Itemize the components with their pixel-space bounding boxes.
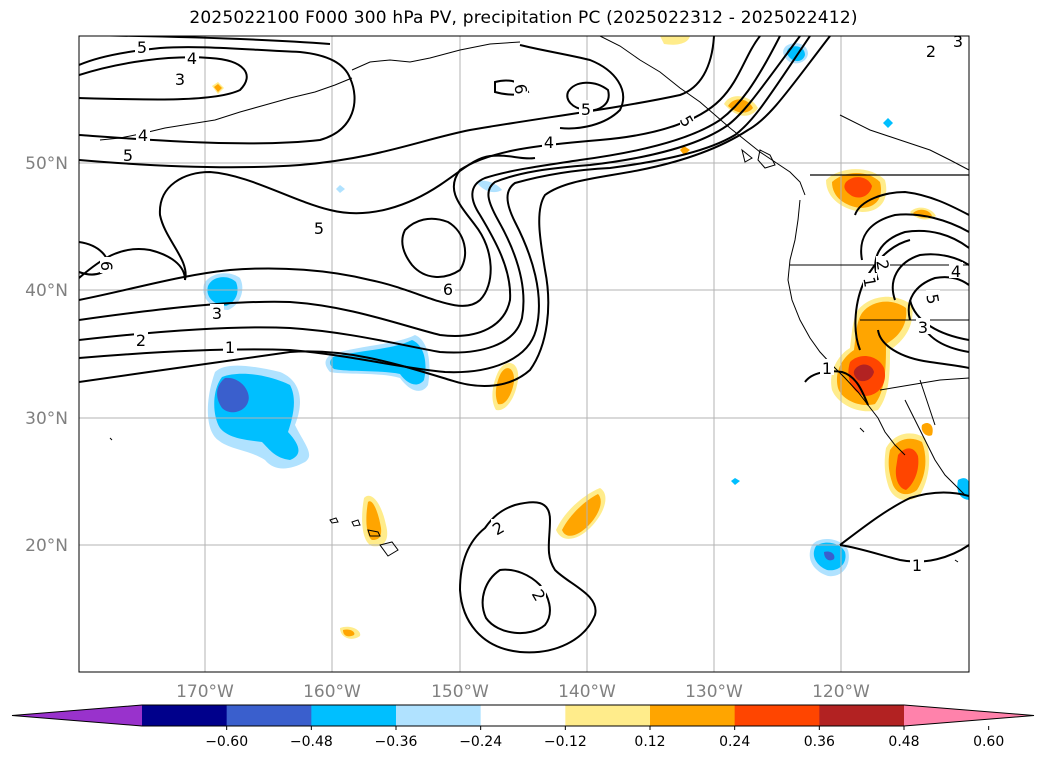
contour-label-text: 4 [544,133,554,152]
contour-label: 2 [924,42,938,61]
contour-label: 1 [910,556,924,575]
contour-label-text: 4 [138,126,148,145]
lat-label-50n: 50°N [25,154,68,174]
colorbar-segment [311,705,397,726]
contour-label: 4 [542,133,556,152]
colorbar-extend-max [904,705,1034,726]
contour-label-text: 4 [951,262,961,281]
contour-label: 6 [510,80,531,96]
contour-label: 2 [872,256,893,272]
lon-label-160w: 160°W [303,682,361,702]
contour-label-text: 2 [926,42,936,61]
contour-label: 3 [173,70,187,89]
contour-label-text: 5 [314,219,324,238]
colorbar-tick-label: 0.60 [973,734,1004,750]
lat-label-40n: 40°N [25,281,68,301]
pv-contours [79,36,969,654]
contour-label-text: 6 [97,261,116,271]
colorbar-segment [819,705,905,726]
contour-label-text: 2 [136,331,146,350]
lon-label-170w: 170°W [176,682,234,702]
contour-label: 5 [135,38,149,57]
colorbar [11,704,1035,727]
contour-label: 5 [312,219,326,238]
lat-label-20n: 20°N [25,536,68,556]
lon-label-140w: 140°W [558,682,616,702]
contour-label: 5 [121,146,135,165]
contour-label-text: 6 [443,280,453,299]
contour-label-text: 1 [912,556,922,575]
contour-label: 3 [210,304,224,323]
contour-label-text: 5 [137,38,147,57]
contour-label-text: 1 [859,275,879,288]
contour-label-text: 5 [123,146,133,165]
contour-label: 4 [185,49,199,68]
precip-negative-shading [203,43,969,577]
contour-label: 4 [949,262,963,281]
contour-label-text: 5 [581,100,591,119]
colorbar-segment [226,705,312,726]
contour-label: 2 [528,586,549,604]
colorbar-segment [480,705,566,726]
colorbar-tick-label: 0.36 [804,734,835,750]
lat-label-30n: 30°N [25,409,68,429]
map-title: 2025022100 F000 300 hPa PV, precipitatio… [189,8,858,28]
colorbar-tick-label: 0.48 [888,734,919,750]
colorbar-tick-label: −0.24 [459,734,502,750]
contour-label-text: 3 [918,318,928,337]
map-frame [78,35,970,673]
colorbar-segment [565,705,651,726]
contour-label-text: 1 [225,338,235,357]
contour-label-text: 3 [212,304,222,323]
lon-label-120w: 120°W [812,682,870,702]
colorbar-tick-label: −0.48 [290,734,333,750]
contour-label: 6 [441,280,455,299]
contour-label: 5 [579,100,593,119]
contour-label: 2 [489,518,507,540]
contour-label-text: 4 [187,49,197,68]
colorbar-outline [11,704,1035,727]
contour-label: 1 [859,273,880,289]
lon-label-130w: 130°W [685,682,743,702]
contour-label: 2 [134,331,148,350]
colorbar-tick-label: 0.12 [634,734,665,750]
colorbar-ticks: −0.60 −0.48 −0.36 −0.24 −0.12 0.12 0.24 0.36 0.4… [205,726,1004,750]
contour-label: 1 [820,359,834,378]
longitude-labels: 170°W 160°W 150°W 140°W 130°W 120°W [176,682,870,702]
colorbar-tick-label: −0.36 [375,734,418,750]
colorbar-extend-min [12,705,142,726]
contour-label: 5 [676,112,697,130]
contour-label: 6 [97,257,116,273]
lon-label-150w: 150°W [431,682,489,702]
map-plot-area: 5 4 3 4 5 6 5 3 2 1 5 4 6 6 5 2 1 2 1 2 … [79,32,969,672]
contour-label: 1 [223,338,237,357]
contour-label: 5 [922,290,943,306]
latitude-labels: 50°N 40°N 30°N 20°N [25,154,68,556]
contour-label-text: 3 [175,70,185,89]
colorbar-tick-label: −0.12 [544,734,587,750]
contour-label: 3 [916,318,930,337]
colorbar-tick-label: −0.60 [205,734,248,750]
colorbar-segment [650,705,736,726]
contour-label-text: 2 [872,258,892,271]
colorbar-segment [396,705,482,726]
graticule [79,36,969,672]
contour-label-text: 3 [953,32,963,51]
colorbar-segment [142,705,228,726]
contour-label: 3 [951,32,965,51]
colorbar-tick-label: 0.24 [719,734,750,750]
colorbar-segment [734,705,820,726]
contour-label-list: 5 4 3 4 5 6 5 3 2 1 5 4 6 6 5 2 1 2 1 2 … [97,32,965,604]
contour-label-text: 1 [822,359,832,378]
contour-label-text: 5 [922,292,942,305]
contour-label: 4 [136,126,150,145]
contour-label-text: 6 [510,82,530,95]
